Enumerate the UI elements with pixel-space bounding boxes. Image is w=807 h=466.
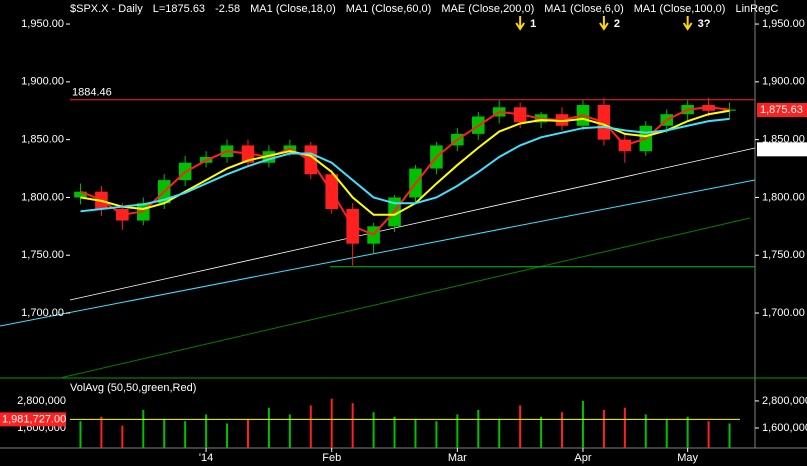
arrow	[515, 16, 525, 31]
volume-bar	[644, 414, 647, 448]
arrow	[599, 16, 609, 31]
volume-bar	[623, 407, 626, 448]
volume-bar	[330, 398, 333, 448]
volume-bar	[372, 412, 375, 448]
trendline	[0, 179, 756, 327]
header-item: LinRegC	[735, 3, 778, 15]
volume-bar	[581, 400, 584, 448]
price-tag-label: 1,841.63	[760, 143, 803, 155]
resistance-label: 1884.46	[72, 87, 112, 99]
x-tick-label: Feb	[322, 452, 341, 464]
volume-title: VolAvg (50,50,green,Red)	[70, 382, 196, 394]
header-item: MA1 (Close,100,0)	[634, 3, 726, 15]
volume-bar	[163, 418, 166, 448]
x-tick-label: '14	[199, 452, 213, 464]
volume-bar	[686, 416, 689, 448]
price-tag-label: 1,875.63	[760, 104, 803, 116]
y-tick-label: 1,700.00	[21, 307, 64, 319]
y-tick-label: 1,900.00	[762, 76, 805, 88]
arrow	[682, 16, 693, 31]
volume-bar	[477, 409, 480, 448]
y-tick-label: 1,950.00	[762, 18, 805, 30]
header-item: $SPX.X - Daily	[70, 3, 143, 15]
y-tick-label: 1,750.00	[21, 249, 64, 261]
y-tick-label: 1,900.00	[21, 76, 64, 88]
y-tick-label: 1,800.00	[762, 191, 805, 203]
price-tag	[757, 142, 807, 157]
volume-bar	[79, 421, 82, 448]
volume-average-label: 1,981,727.00	[2, 413, 66, 425]
volume-bar	[205, 414, 208, 448]
volume-bar	[246, 418, 249, 448]
y-tick-label: 1,950.00	[21, 18, 64, 30]
volume-bar	[707, 421, 710, 448]
x-tick-label: May	[677, 452, 698, 464]
volume-bar	[498, 418, 501, 448]
volume-bar	[435, 421, 438, 448]
volume-bar	[184, 421, 187, 448]
trendline	[69, 147, 756, 301]
annotation: 1	[530, 18, 536, 30]
x-tick-label: Apr	[574, 452, 591, 464]
header-item: MAE (Close,200,0)	[441, 3, 534, 15]
candle-body	[723, 109, 736, 111]
volume-tick-label: 2,800,000	[762, 395, 807, 407]
header-item: L=1875.63	[153, 3, 205, 15]
volume-bar	[393, 416, 396, 448]
volume-bar	[519, 405, 522, 448]
volume-bar	[142, 409, 145, 448]
header-item: MA1 (Close,18,0)	[250, 3, 336, 15]
annotation: 2	[614, 18, 620, 30]
volume-bar	[602, 409, 605, 448]
volume-bar	[561, 412, 564, 448]
volume-tick-label: 1,600,000	[762, 422, 807, 434]
trendline	[59, 217, 751, 379]
header-item: MA1 (Close,6,0)	[544, 3, 623, 15]
y-tick-label: 1,850.00	[21, 134, 64, 146]
ma-line	[80, 109, 730, 216]
header-item: -2.58	[215, 3, 240, 15]
volume-bar	[456, 414, 459, 448]
volume-bar	[288, 414, 291, 448]
volume-bar	[121, 425, 124, 448]
candle-body	[74, 191, 87, 198]
volume-bar	[267, 407, 270, 448]
volume-bar	[100, 416, 103, 448]
y-tick-label: 1,700.00	[762, 307, 805, 319]
volume-tick-label: 2,800,000	[17, 395, 66, 407]
y-tick-label: 1,800.00	[21, 191, 64, 203]
volume-bar	[665, 418, 668, 448]
volume-bar	[226, 423, 229, 448]
annotation: 3?	[698, 18, 711, 30]
price-tag	[757, 103, 807, 118]
y-tick-label: 1,750.00	[762, 249, 805, 261]
ma-line	[80, 117, 730, 213]
volume-bar	[351, 403, 354, 448]
x-tick-label: Mar	[448, 452, 467, 464]
volume-bar	[540, 416, 543, 448]
volume-bar	[414, 418, 417, 448]
ma-line	[80, 106, 730, 236]
volume-bar	[309, 405, 312, 448]
volume-bar	[728, 423, 731, 448]
header-item: MA1 (Close,60,0)	[346, 3, 432, 15]
volume-average-tag	[0, 412, 66, 427]
